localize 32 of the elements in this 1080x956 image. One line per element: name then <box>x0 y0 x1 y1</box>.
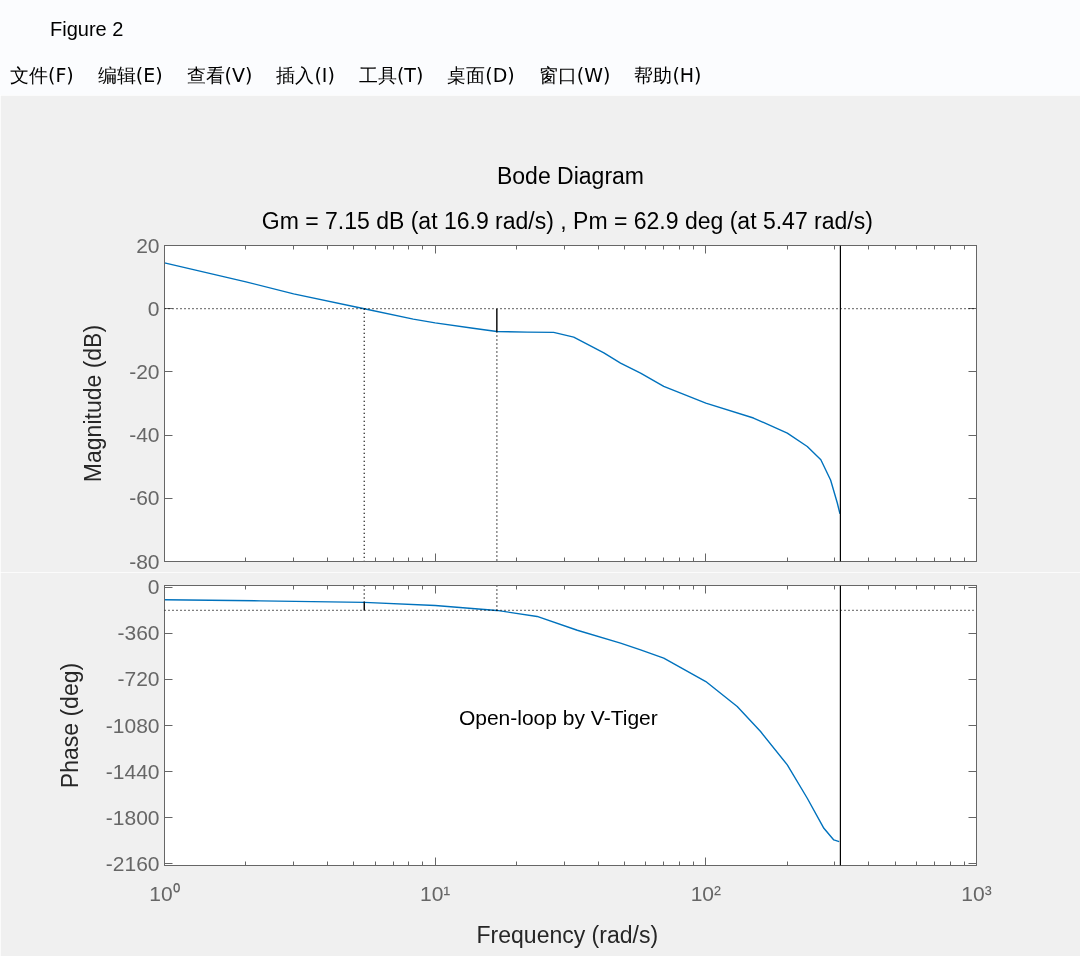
text: 帮助(H) <box>634 63 702 88</box>
x-tick-label: 10⁰ <box>149 881 180 905</box>
y-tick-label: -80 <box>129 549 160 573</box>
text: 窗口(W) <box>538 63 611 88</box>
y-tick-label: -2160 <box>105 851 160 875</box>
y-tick-label: -360 <box>117 621 160 645</box>
y-tick-label: -40 <box>129 423 160 447</box>
chart-title: Bode Diagram <box>496 162 645 189</box>
x-axis-title: Frequency (rad/s) <box>476 921 659 948</box>
chart-subtitle: Gm = 7.15 dB (at 16.9 rad/s) , Pm = 62.9 deg (at 5.47 rad/s) <box>261 207 873 234</box>
x-tick-label: 10¹ <box>419 881 451 905</box>
y-tick-label: -1800 <box>105 805 160 829</box>
text: 查看(V) <box>186 63 253 88</box>
x-tick-label: 10³ <box>961 881 992 905</box>
y-tick-label: -60 <box>129 486 160 510</box>
text: 编辑(E) <box>97 63 163 88</box>
annotation: Open-loop by V-Tiger <box>458 705 658 729</box>
x-tick-label: 10² <box>690 881 722 905</box>
text: 插入(I) <box>276 63 335 88</box>
y-tick-label: 0 <box>147 296 160 320</box>
y-axis-title: Phase (deg) <box>56 662 83 789</box>
text: 工具(T) <box>358 63 424 88</box>
y-tick-label: -720 <box>117 667 160 691</box>
y-tick-label: -1440 <box>105 759 160 783</box>
text: 桌面(D) <box>447 63 515 88</box>
y-tick-label: -1080 <box>105 713 160 737</box>
text: 文件(F) <box>10 63 74 88</box>
y-tick-label: 0 <box>147 575 160 599</box>
y-tick-label: -20 <box>129 359 160 383</box>
y-tick-label: 20 <box>136 233 160 257</box>
y-axis-title: Magnitude (dB) <box>80 324 107 483</box>
text: Figure 2 <box>50 18 124 41</box>
